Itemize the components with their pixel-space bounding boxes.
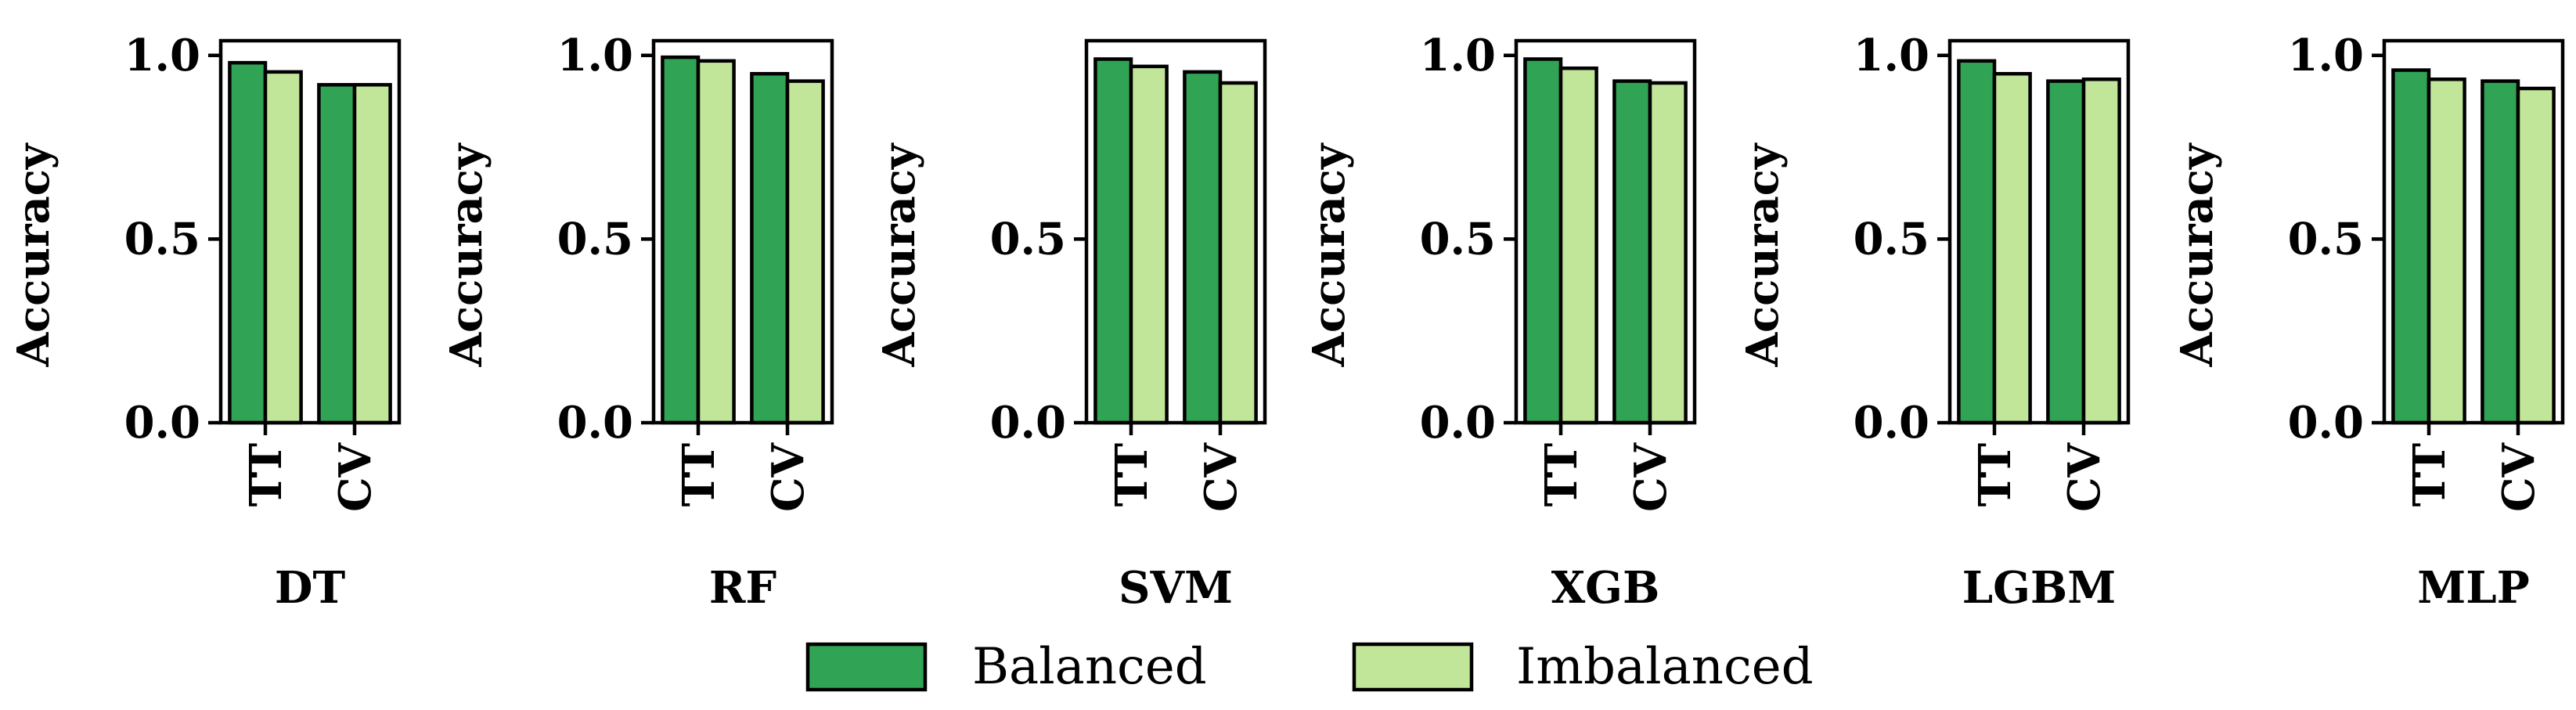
y-axis-label-dt: Accuracy xyxy=(8,142,59,367)
subplot-dt: 0.0 0.5 1.0 TT CV Accuracy DT xyxy=(8,30,402,614)
bar-dt-cv-balanced xyxy=(317,83,357,425)
x-tick-label-dt-tt: TT xyxy=(240,443,292,507)
subplot-title-rf: RF xyxy=(709,562,777,614)
subplot-lgbm: 0.0 0.5 1.0 TT CV Accuracy LGBM xyxy=(1737,30,2131,614)
x-tick-label-xgb-tt: TT xyxy=(1536,443,1587,507)
y-tick-label-xgb: 1.0 xyxy=(1420,30,1496,81)
bar-xgb-cv-balanced xyxy=(1612,79,1652,425)
x-tick-label-mlp-cv: CV xyxy=(2493,441,2545,512)
y-axis-label-mlp: Accuracy xyxy=(2171,142,2223,367)
bar-svm-tt-balanced xyxy=(1093,57,1133,425)
y-tick-label-svm: 0.5 xyxy=(990,213,1066,265)
x-tick-label-rf-tt: TT xyxy=(673,443,725,507)
bar-mlp-cv-balanced xyxy=(2481,79,2520,425)
y-axis-label-svm: Accuracy xyxy=(874,142,925,367)
bar-lgbm-cv-balanced xyxy=(2046,79,2086,425)
x-tick-label-lgbm-tt: TT xyxy=(1969,443,2021,507)
y-axis-label-xgb: Accuracy xyxy=(1303,142,1355,367)
bar-xgb-cv-imbalanced xyxy=(1648,81,1688,425)
y-tick-label-dt: 0.5 xyxy=(124,213,200,265)
axes-frame-mlp xyxy=(2382,38,2565,425)
bar-dt-tt-imbalanced xyxy=(263,70,303,425)
y-tick-label-dt: 0.0 xyxy=(124,397,200,449)
x-tick-label-svm-tt: TT xyxy=(1106,443,1158,507)
subplots: 0.0 0.5 1.0 TT CV Accuracy DT 0.0 0.5 1.0 TT CV Accu… xyxy=(8,30,2565,614)
y-tick-label-mlp: 0.0 xyxy=(2288,397,2364,449)
bar-svm-cv-imbalanced xyxy=(1218,81,1258,425)
y-tick-label-xgb: 0.5 xyxy=(1420,213,1496,265)
subplot-title-dt: DT xyxy=(275,562,346,614)
legend-label-balanced: Balanced xyxy=(972,638,1207,696)
axes-frame-rf xyxy=(651,38,834,425)
axes-frame-svm xyxy=(1084,38,1267,425)
y-tick-label-xgb: 0.0 xyxy=(1420,397,1496,449)
y-tick-label-mlp: 1.0 xyxy=(2288,30,2364,81)
y-tick-label-lgbm: 0.5 xyxy=(1854,213,1929,265)
bar-lgbm-tt-balanced xyxy=(1957,59,1997,425)
y-tick-label-rf: 0.0 xyxy=(557,397,633,449)
axes-frame-dt xyxy=(218,38,402,425)
legend: Balanced Imbalanced xyxy=(805,638,1814,696)
subplot-title-mlp: MLP xyxy=(2417,562,2529,614)
bar-lgbm-tt-imbalanced xyxy=(1992,71,2032,425)
bar-mlp-cv-imbalanced xyxy=(2516,86,2556,425)
bar-mlp-tt-imbalanced xyxy=(2426,77,2466,425)
subplot-title-lgbm: LGBM xyxy=(1962,562,2117,614)
y-tick-label-rf: 1.0 xyxy=(557,30,633,81)
legend-label-imbalanced: Imbalanced xyxy=(1516,638,1814,696)
bar-svm-tt-imbalanced xyxy=(1129,64,1169,425)
subplot-title-xgb: XGB xyxy=(1551,562,1660,614)
bar-rf-tt-imbalanced xyxy=(696,59,736,425)
y-tick-label-lgbm: 0.0 xyxy=(1854,397,1929,449)
axes-frame-xgb xyxy=(1514,38,1697,425)
x-tick-label-xgb-cv: CV xyxy=(1625,441,1677,512)
y-tick-label-lgbm: 1.0 xyxy=(1854,30,1929,81)
x-tick-label-mlp-tt: TT xyxy=(2404,443,2455,507)
x-tick-label-svm-cv: CV xyxy=(1195,441,1247,512)
x-tick-label-dt-cv: CV xyxy=(330,441,381,512)
x-tick-label-lgbm-cv: CV xyxy=(2059,441,2110,512)
y-axis-label-lgbm: Accuracy xyxy=(1737,142,1789,367)
bar-lgbm-cv-imbalanced xyxy=(2081,77,2121,425)
bar-rf-tt-balanced xyxy=(661,55,701,425)
y-tick-label-mlp: 0.5 xyxy=(2288,213,2364,265)
y-tick-label-svm: 0.0 xyxy=(990,397,1066,449)
bar-rf-cv-imbalanced xyxy=(785,79,825,425)
bar-xgb-tt-balanced xyxy=(1523,57,1563,425)
y-tick-label-dt: 1.0 xyxy=(124,30,200,81)
subplot-xgb: 0.0 0.5 1.0 TT CV Accuracy XGB xyxy=(1303,30,1697,614)
subplot-rf: 0.0 0.5 1.0 TT CV Accuracy RF xyxy=(441,30,834,614)
bar-svm-cv-balanced xyxy=(1183,70,1223,425)
legend-swatch-imbalanced xyxy=(1352,642,1474,692)
bar-xgb-tt-imbalanced xyxy=(1558,66,1598,425)
bar-dt-cv-imbalanced xyxy=(352,83,392,425)
axes-frame-lgbm xyxy=(1947,38,2131,425)
legend-swatch-balanced xyxy=(805,642,928,692)
x-tick-label-rf-cv: CV xyxy=(762,441,814,512)
y-axis-label-rf: Accuracy xyxy=(441,142,492,367)
y-tick-label-rf: 0.5 xyxy=(557,213,633,265)
bar-dt-tt-balanced xyxy=(228,60,268,425)
bar-mlp-tt-balanced xyxy=(2391,68,2431,425)
bar-rf-cv-balanced xyxy=(750,71,790,425)
subplot-title-svm: SVM xyxy=(1119,562,1233,614)
subplot-svm: 0.0 0.5 TT CV Accuracy SVM xyxy=(874,38,1267,614)
subplot-mlp: 0.0 0.5 1.0 TT CV Accuracy MLP xyxy=(2171,30,2565,614)
